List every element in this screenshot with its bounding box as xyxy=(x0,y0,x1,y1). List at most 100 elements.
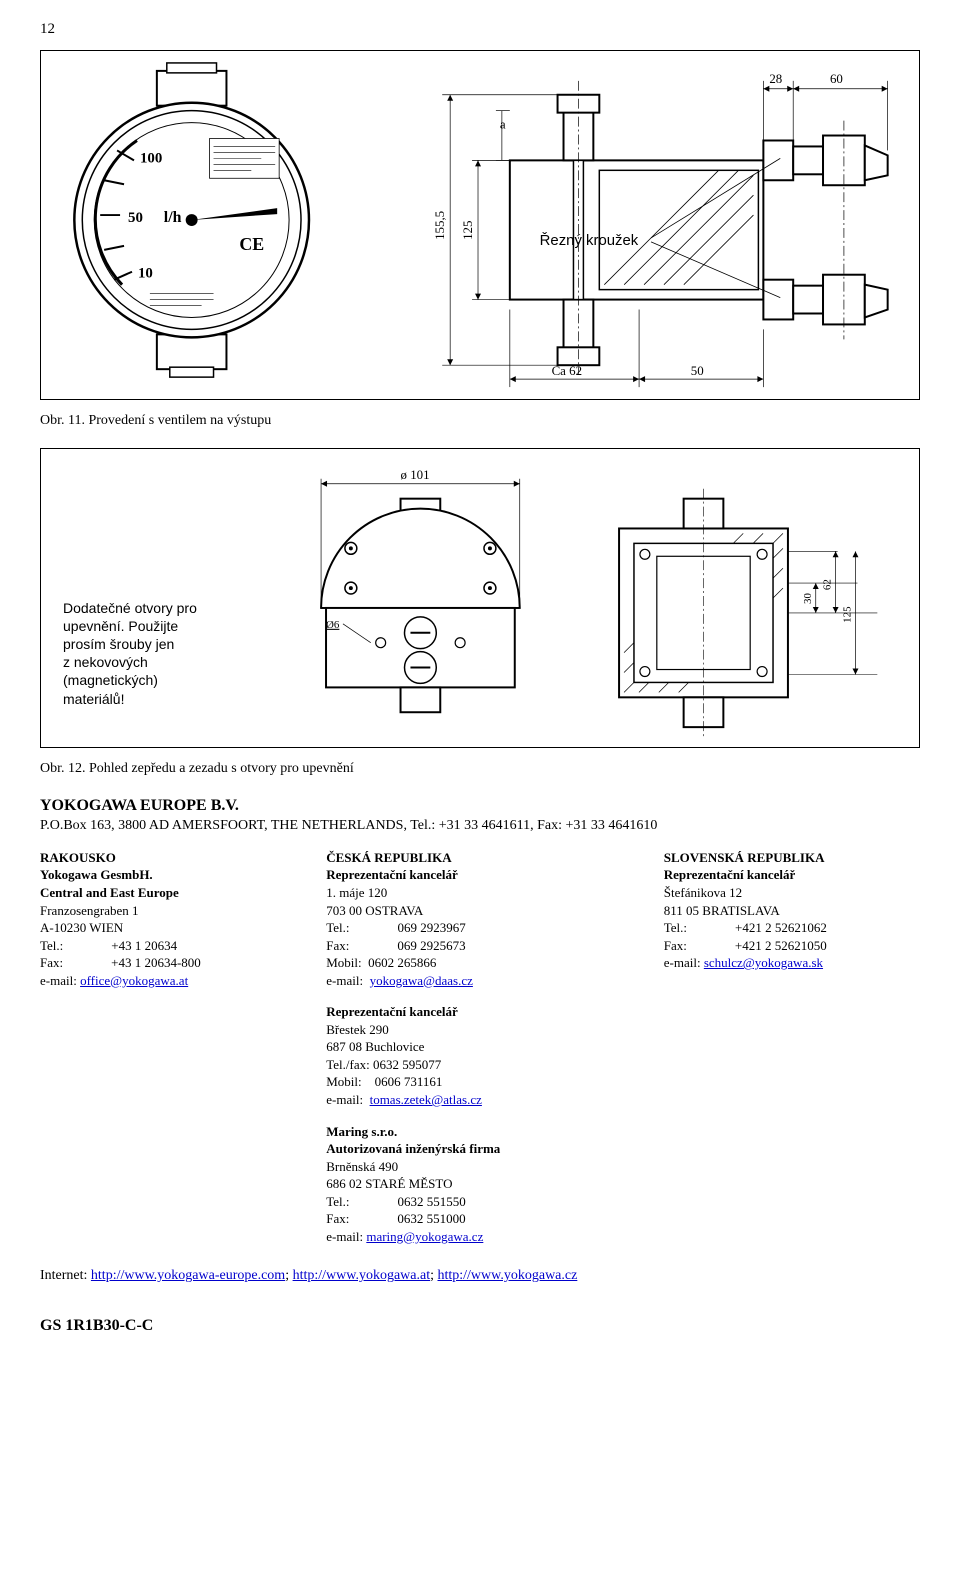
city: 811 05 BRATISLAVA xyxy=(664,902,920,920)
city2: 687 08 Buchlovice xyxy=(326,1038,634,1056)
dim-60: 60 xyxy=(830,70,843,85)
dim-ca62: Ca 62 xyxy=(552,363,582,378)
dim-62: 62 xyxy=(822,579,834,590)
tel-value: 0632 551550 xyxy=(398,1194,466,1209)
fax-row: Fax: +421 2 52621050 xyxy=(664,937,920,955)
tel-row: Tel.:+43 1 20634 xyxy=(40,937,296,955)
street: Štefánikova 12 xyxy=(664,884,920,902)
dim-155-5: 155,5 xyxy=(432,210,447,239)
email3-row: e-mail: maring@yokogawa.cz xyxy=(326,1228,634,1246)
dim-125b: 125 xyxy=(842,606,854,623)
street: 1. máje 120 xyxy=(326,884,634,902)
email-row: e-mail: schulcz@yokogawa.sk xyxy=(664,954,920,972)
country-label: ČESKÁ REPUBLIKA xyxy=(326,849,634,867)
note-line: (magnetických) xyxy=(63,671,197,689)
email-link[interactable]: tomas.zetek@atlas.cz xyxy=(370,1092,482,1107)
fax-label: Fax: xyxy=(664,938,687,953)
street2: Břestek 290 xyxy=(326,1021,634,1039)
hq-name: YOKOGAWA EUROPE B.V. xyxy=(40,796,920,817)
email-link[interactable]: yokogawa@daas.cz xyxy=(370,973,473,988)
telfax2-row: Tel./fax: 0632 595077 xyxy=(326,1056,634,1074)
fax-value: 069 2925673 xyxy=(397,938,465,953)
email-link[interactable]: schulcz@yokogawa.sk xyxy=(704,955,823,970)
tel3-row: Tel.: 0632 551550 xyxy=(326,1193,634,1211)
gauge-50: 50 xyxy=(128,210,143,226)
mobil-row: Mobil: 0602 265866 xyxy=(326,954,634,972)
internet-line: Internet: http://www.yokogawa-europe.com… xyxy=(40,1267,920,1285)
url-1[interactable]: http://www.yokogawa-europe.com xyxy=(91,1268,285,1283)
dim-125: 125 xyxy=(460,220,475,239)
cutting-ring-label: Řezný kroužek xyxy=(540,231,639,248)
dim-28: 28 xyxy=(769,70,782,85)
url-2[interactable]: http://www.yokogawa.at xyxy=(293,1268,431,1283)
fax-value: +43 1 20634-800 xyxy=(111,955,201,970)
office-label: Reprezentační kancelář xyxy=(664,866,920,884)
tel-label: Tel.: xyxy=(326,920,349,935)
note-line: Dodatečné otvory pro xyxy=(63,599,197,617)
tel-label: Tel.: xyxy=(326,1194,349,1209)
gauge-unit: l/h xyxy=(164,209,182,226)
dim-a: a xyxy=(500,116,506,131)
ce-mark: CE xyxy=(239,233,264,253)
contact-columns: RAKOUSKO Yokogawa GesmbH. Central and Ea… xyxy=(40,849,920,1245)
gauge-100: 100 xyxy=(140,150,162,166)
city3: 686 02 STARÉ MĚSTO xyxy=(326,1175,634,1193)
figure-2-note: Dodatečné otvory pro upevnění. Použijte … xyxy=(63,599,197,708)
email2-row: e-mail: tomas.zetek@atlas.cz xyxy=(326,1091,634,1109)
col-austria: RAKOUSKO Yokogawa GesmbH. Central and Ea… xyxy=(40,849,296,1245)
doc-code: GS 1R1B30-C-C xyxy=(40,1316,920,1337)
tel-row: Tel.:+421 2 52621062 xyxy=(664,919,920,937)
fax-label: Fax: xyxy=(326,938,349,953)
fax-value: 0632 551000 xyxy=(397,1211,465,1226)
internet-label: Internet: xyxy=(40,1268,87,1283)
email-label: e-mail: xyxy=(326,973,363,988)
country-label: SLOVENSKÁ REPUBLIKA xyxy=(664,849,920,867)
telfax-label: Tel./fax: xyxy=(326,1057,370,1072)
fax-row: Fax: +43 1 20634-800 xyxy=(40,954,296,972)
dim-30: 30 xyxy=(802,592,814,603)
tel-label: Tel.: xyxy=(664,920,687,935)
mobil2-row: Mobil: 0606 731161 xyxy=(326,1073,634,1091)
caption-2: Obr. 12. Pohled zepředu a zezadu s otvor… xyxy=(40,760,920,778)
sep: ; xyxy=(285,1268,292,1283)
mobil-value: 0602 265866 xyxy=(368,955,436,970)
note-line: prosím šrouby jen xyxy=(63,635,197,653)
tel-label: Tel.: xyxy=(40,938,63,953)
office-label: Reprezentační kancelář xyxy=(326,866,634,884)
mobil-label: Mobil: xyxy=(326,955,361,970)
caption-1: Obr. 11. Provedení s ventilem na výstupu xyxy=(40,412,920,430)
telfax-value: 0632 595077 xyxy=(373,1057,441,1072)
city: 703 00 OSTRAVA xyxy=(326,902,634,920)
tel-value: 069 2923967 xyxy=(398,920,466,935)
street3: Brněnská 490 xyxy=(326,1158,634,1176)
company-name: Yokogawa GesmbH. xyxy=(40,866,296,884)
dim-phi101: ø 101 xyxy=(401,466,430,481)
email-row: e-mail: office@yokogawa.at xyxy=(40,972,296,990)
col-czech: ČESKÁ REPUBLIKA Reprezentační kancelář 1… xyxy=(326,849,634,1245)
note-line: materiálů! xyxy=(63,690,197,708)
email-label: e-mail: xyxy=(326,1229,363,1244)
fax-label: Fax: xyxy=(40,955,63,970)
dim-phi6: Ø6 xyxy=(326,618,340,630)
street: Franzosengraben 1 xyxy=(40,902,296,920)
email-label: e-mail: xyxy=(326,1092,363,1107)
country-label: RAKOUSKO xyxy=(40,849,296,867)
email-row: e-mail: yokogawa@daas.cz xyxy=(326,972,634,990)
figure-1: 100 50 10 l/h CE xyxy=(40,50,920,400)
gauge-10: 10 xyxy=(138,265,153,281)
fax-label: Fax: xyxy=(326,1211,349,1226)
url-3[interactable]: http://www.yokogawa.cz xyxy=(437,1268,577,1283)
mobil-label: Mobil: xyxy=(326,1074,361,1089)
email-link[interactable]: office@yokogawa.at xyxy=(80,973,188,988)
email-label: e-mail: xyxy=(40,973,77,988)
figure-2: ø 101 Ø6 xyxy=(40,448,920,748)
company-3: Maring s.r.o. xyxy=(326,1123,634,1141)
mobil-value: 0606 731161 xyxy=(375,1074,443,1089)
note-line: upevnění. Použijte xyxy=(63,617,197,635)
city: A-10230 WIEN xyxy=(40,919,296,937)
fax-value: +421 2 52621050 xyxy=(735,938,827,953)
col-slovakia: SLOVENSKÁ REPUBLIKA Reprezentační kancel… xyxy=(664,849,920,1245)
email-label: e-mail: xyxy=(664,955,701,970)
email-link[interactable]: maring@yokogawa.cz xyxy=(366,1229,483,1244)
fax-row: Fax: 069 2925673 xyxy=(326,937,634,955)
